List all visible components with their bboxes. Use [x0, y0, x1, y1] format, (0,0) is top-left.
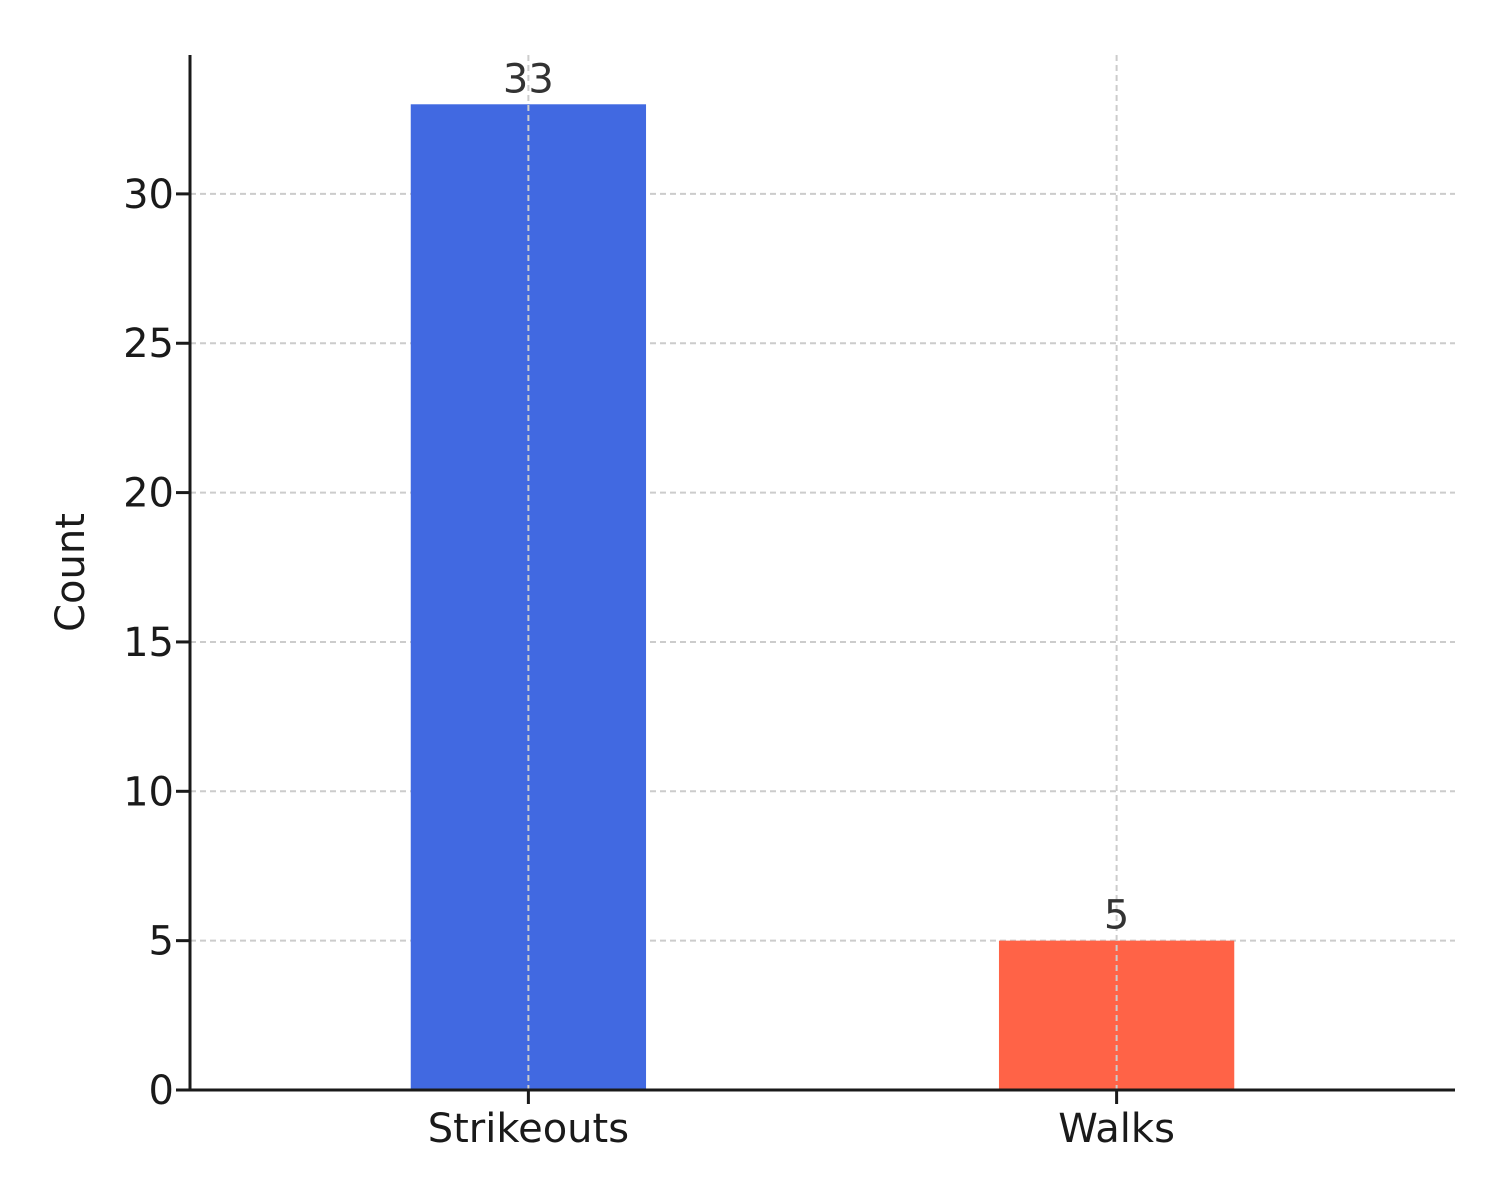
y-tick-label: 0	[149, 1068, 174, 1114]
x-tick-label: Walks	[1058, 1106, 1175, 1152]
data-label: 5	[1104, 893, 1129, 939]
data-labels: 33 5	[503, 56, 1129, 938]
y-tick-label: 20	[123, 471, 174, 517]
x-tick-label: Strikeouts	[428, 1106, 629, 1152]
y-tick-label: 10	[123, 769, 174, 815]
x-axis-ticks: Strikeouts Walks	[428, 1090, 1175, 1152]
y-tick-label: 25	[123, 321, 174, 367]
y-tick-label: 5	[149, 919, 174, 965]
x-gridlines-overlay	[527, 55, 1118, 1090]
y-tick-label: 30	[123, 172, 174, 218]
y-gridlines	[190, 192, 1455, 942]
y-tick-label: 15	[123, 620, 174, 666]
bars	[410, 104, 1235, 1091]
data-label: 33	[503, 56, 554, 102]
y-axis-ticks: 0 5 10 15 20 25 30	[123, 172, 190, 1114]
y-axis-label: Count	[48, 513, 94, 632]
